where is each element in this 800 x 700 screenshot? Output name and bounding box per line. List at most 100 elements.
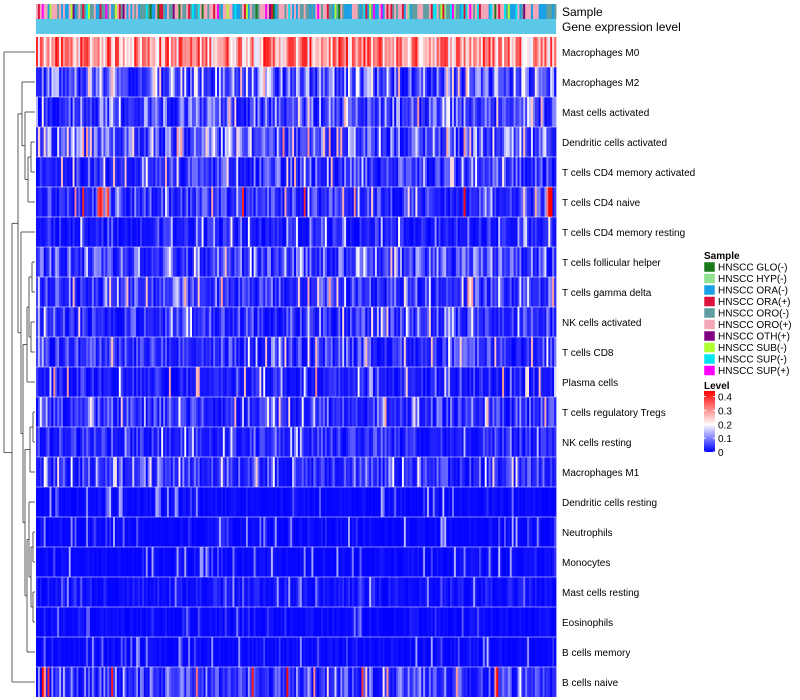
heatmap-cell [517,307,520,337]
heatmap-cell [407,487,411,517]
heatmap-cell [201,337,204,367]
heatmap-cell [473,487,476,517]
heatmap-cell [490,67,493,97]
heatmap-cell [253,427,256,457]
heatmap-cell [321,37,324,67]
heatmap-cell [353,157,357,187]
heatmap-cell [116,277,120,307]
heatmap-cell [143,337,147,367]
heatmap-cell [486,247,489,277]
heatmap-cell [532,187,536,217]
heatmap-cell [490,487,493,517]
heatmap-cell [415,187,418,217]
heatmap-cell [438,217,441,247]
heatmap-cell [299,247,303,277]
heatmap-cell [240,397,243,427]
heatmap-cell [195,157,199,187]
heatmap-cell [321,97,324,127]
heatmap-cell [37,97,41,127]
heatmap-cell [62,187,66,217]
heatmap-cell [527,127,530,157]
heatmap-cell [425,187,428,217]
heatmap-cell [421,397,424,427]
heatmap-cell [384,337,387,367]
heatmap-cell [344,277,347,307]
heatmap-cell [249,517,253,547]
heatmap-cell [365,517,368,547]
heatmap-cell [398,487,401,517]
heatmap-cell [500,427,503,457]
heatmap-cell [211,457,214,487]
heatmap-cell [226,277,229,307]
heatmap-cell [288,37,291,67]
heatmap-cell [430,37,434,67]
heatmap-cell [192,97,195,127]
heatmap-cell [55,37,58,67]
heatmap-cell [336,247,339,277]
heatmap-cell [182,187,185,217]
sample-track-cell [432,4,436,19]
heatmap-cell [103,277,106,307]
heatmap-cell [473,397,476,427]
heatmap-cell [428,277,432,307]
heatmap-cell [89,457,93,487]
heatmap-cell [355,157,359,187]
heatmap-cell [530,457,534,487]
heatmap-cell [374,97,378,127]
heatmap-cell [504,457,507,487]
heatmap-cell [215,397,218,427]
heatmap-cell [72,247,75,277]
heatmap-cell [334,37,337,67]
heatmap-cell [540,427,543,457]
heatmap-cell [471,127,474,157]
heatmap-cell [111,67,114,97]
heatmap-cell [357,277,360,307]
heatmap-cell [359,457,362,487]
heatmap-cell [411,277,414,307]
heatmap-cell [330,337,333,367]
heatmap-cell [390,307,393,337]
heatmap-cell [484,427,488,457]
heatmap-cell [280,157,283,187]
heatmap-cell [99,547,102,577]
heatmap-cell [340,127,343,157]
heatmap-cell [542,397,545,427]
heatmap-cell [45,487,48,517]
heatmap-cell [84,157,87,187]
heatmap-cell [188,277,191,307]
heatmap-cell [444,127,447,157]
heatmap-cell [386,457,389,487]
heatmap-cell [554,97,557,127]
heatmap-cell [386,37,389,67]
heatmap-cell [61,457,64,487]
heatmap-cell [134,217,137,247]
heatmap-cell [548,97,551,127]
heatmap-cell [51,277,54,307]
sample-track-cell [296,4,299,19]
heatmap-cell [332,247,335,277]
heatmap-cell [486,397,489,427]
heatmap-cell [324,97,328,127]
heatmap-cell [274,217,278,247]
heatmap-cell [421,427,424,457]
heatmap-cell [272,367,276,397]
heatmap-cell [147,397,151,427]
sample-track-cell [523,4,526,19]
heatmap-cell [209,157,212,187]
heatmap-cell [448,67,451,97]
sample-track-cell [269,4,272,19]
heatmap-cell [392,67,395,97]
heatmap-cell [380,247,384,277]
heatmap-cell [290,337,293,367]
heatmap-cell [459,187,463,217]
heatmap-cell [303,487,307,517]
heatmap-cell [382,517,385,547]
heatmap-cell [403,97,407,127]
heatmap-cell [143,307,147,337]
heatmap-cell [419,217,422,247]
heatmap-cell [328,307,332,337]
heatmap-cell [459,37,463,67]
heatmap-cell [236,517,239,547]
heatmap-cell [170,307,174,337]
heatmap-cell [511,487,515,517]
